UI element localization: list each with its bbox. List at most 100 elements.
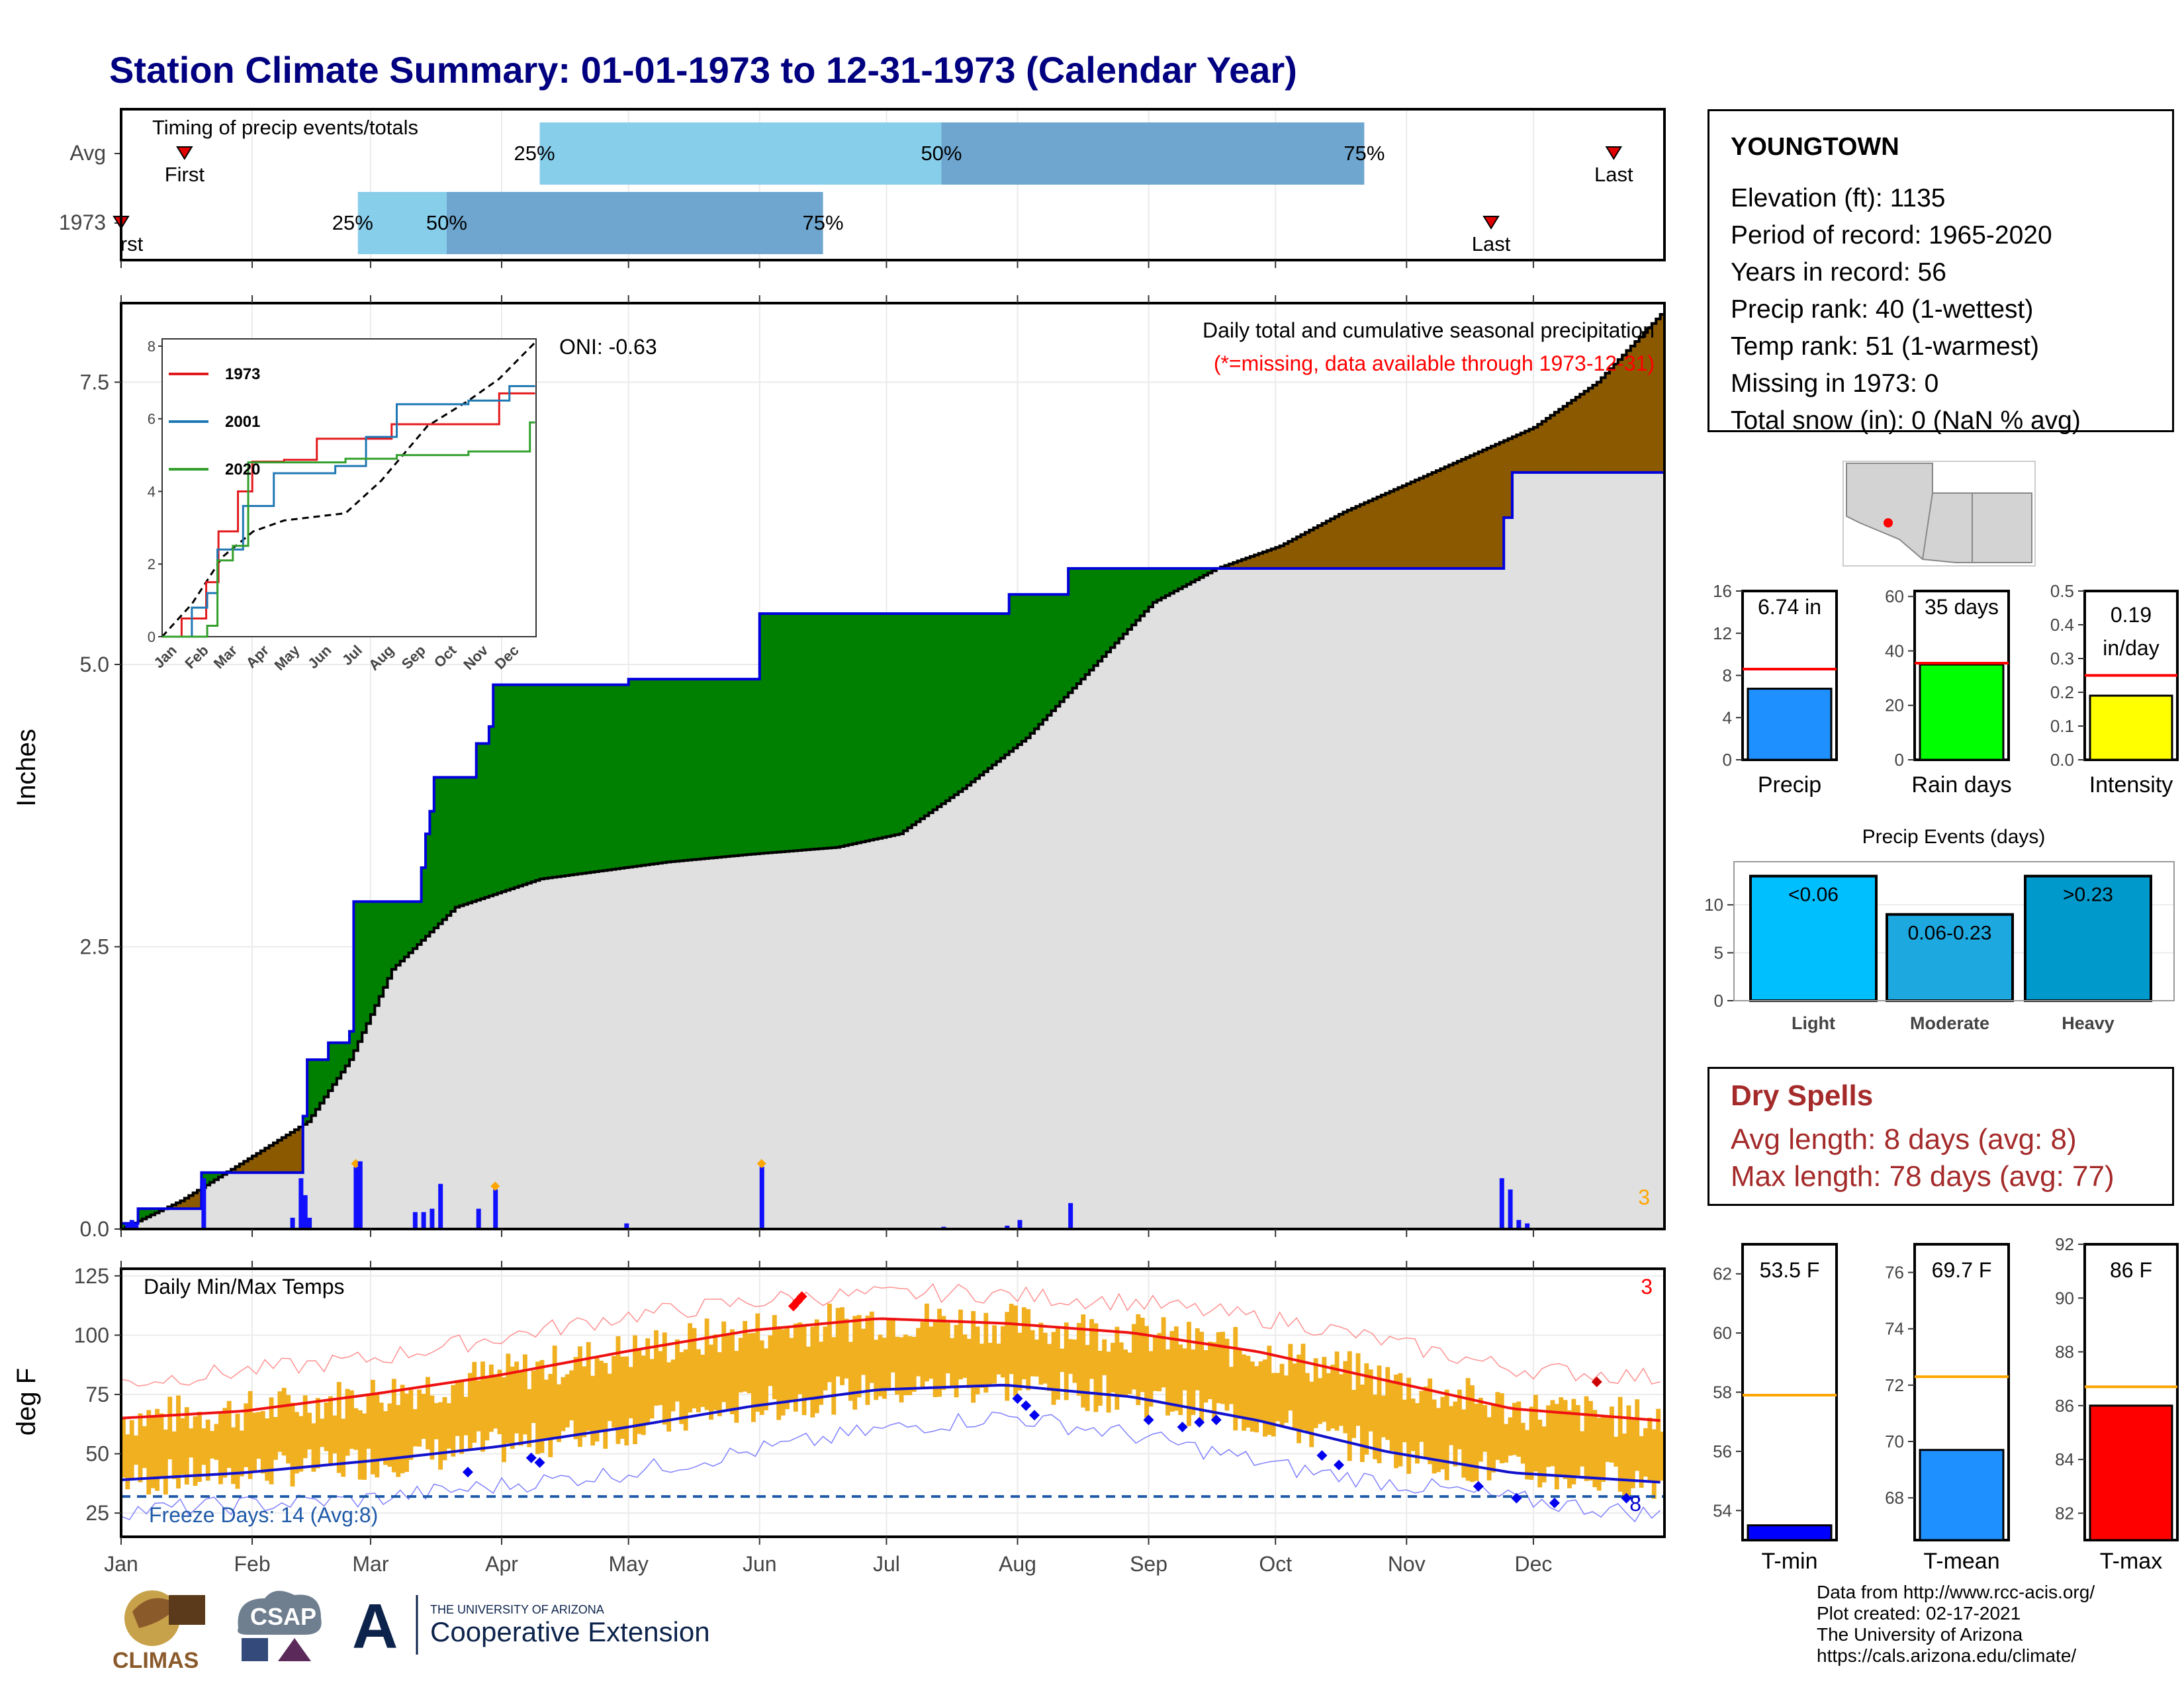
daily-temp-bar (802, 1326, 807, 1416)
daily-temp-bar (379, 1402, 384, 1460)
above-average-fill (358, 901, 363, 1042)
above-average-fill (1001, 614, 1005, 758)
below-average-fill (1280, 546, 1285, 569)
daily-temp-bar (1385, 1367, 1390, 1440)
above-average-fill (946, 614, 950, 801)
daily-temp-bar (916, 1328, 921, 1377)
below-average-fill (1461, 459, 1466, 569)
precip-y-axis-label: Inches (12, 729, 41, 807)
inset-legend-label: 2020 (225, 461, 260, 479)
daily-temp-bar (933, 1322, 938, 1397)
daily-temp-bar (400, 1385, 405, 1473)
precip-events-y-tick-label: 5 (1714, 943, 1723, 963)
daily-temp-bar (1487, 1417, 1492, 1480)
daily-temp-bar (210, 1431, 214, 1459)
above-average-fill (574, 685, 578, 875)
above-average-fill (1009, 594, 1014, 751)
above-average-fill (633, 679, 637, 866)
daily-temp-bar (1436, 1408, 1441, 1472)
month-label: May (608, 1552, 648, 1576)
daily-temp-bar (180, 1418, 185, 1475)
below-average-fill (1432, 473, 1437, 569)
daily-temp-bar (1259, 1361, 1263, 1421)
daily-temp-bar (785, 1328, 790, 1410)
daily-temp-bar (1432, 1400, 1437, 1474)
daily-temp-bar (1107, 1351, 1111, 1412)
station-temp-rank: Temp rank: 51 (1-warmest) (1731, 332, 2039, 361)
daily-temp-bar (1149, 1351, 1154, 1406)
below-average-fill (1571, 400, 1576, 473)
daily-precip-bar (760, 1167, 764, 1229)
mini-bar-y-tick-label: 0.4 (2050, 615, 2074, 635)
temp-y-tick-label: 50 (85, 1442, 109, 1466)
below-average-fill (277, 1140, 282, 1173)
below-average-fill (1533, 428, 1538, 473)
daily-temp-bar (316, 1398, 320, 1468)
daily-temp-bar (548, 1374, 553, 1457)
station-location-marker (1884, 518, 1893, 527)
temp-count-label: 3 (1641, 1275, 1653, 1299)
above-average-fill (1128, 569, 1132, 629)
above-average-fill (684, 679, 688, 860)
above-average-fill (1169, 569, 1174, 594)
daily-temp-bar (971, 1311, 976, 1402)
below-average-fill (1377, 497, 1382, 569)
daily-temp-bar (810, 1326, 815, 1417)
mini-bar-y-tick-label: 16 (1713, 581, 1732, 601)
below-average-fill (1546, 418, 1551, 473)
daily-temp-bar (1537, 1420, 1542, 1487)
station-period: Period of record: 1965-2020 (1731, 221, 2052, 250)
mini-bar-value: 35 days (1925, 595, 1999, 619)
below-average-fill (1390, 491, 1394, 569)
below-average-fill (1394, 490, 1398, 569)
below-average-fill (1479, 452, 1483, 569)
above-average-fill (1017, 594, 1022, 745)
daily-precip-bar (1516, 1220, 1521, 1229)
above-average-fill (637, 679, 641, 866)
daily-temp-bar (1576, 1405, 1580, 1475)
dry-spells-box: Dry Spells Avg length: 8 days (avg: 8) M… (1707, 1067, 2174, 1206)
daily-temp-bar (519, 1371, 523, 1445)
above-average-fill (755, 679, 760, 854)
below-average-fill (1271, 549, 1276, 569)
above-average-fill (1102, 569, 1107, 657)
daily-precip-bar (430, 1209, 434, 1229)
above-average-fill (654, 679, 659, 864)
above-average-fill (527, 685, 531, 884)
daily-temp-bar (1335, 1351, 1340, 1431)
above-average-fill (367, 901, 371, 1023)
daily-temp-bar (1280, 1364, 1285, 1426)
station-info-box: YOUNGTOWN Elevation (ft): 1135 Period of… (1707, 109, 2174, 432)
daily-temp-bar (1571, 1399, 1576, 1485)
daily-temp-bar (1111, 1343, 1115, 1393)
daily-temp-bar (806, 1347, 811, 1400)
daily-temp-bar (903, 1334, 908, 1395)
above-average-fill (1098, 569, 1103, 661)
daily-precip-bar (130, 1220, 134, 1229)
daily-temp-bar (823, 1326, 828, 1390)
daily-temp-bar (633, 1336, 637, 1444)
precip-events-bin-label: <0.06 (1788, 884, 1839, 906)
daily-temp-bar (852, 1316, 857, 1409)
above-average-fill (658, 679, 662, 863)
above-average-fill (455, 778, 460, 907)
timing-p25-label: 25% (514, 142, 555, 165)
above-average-fill (510, 685, 515, 889)
daily-temp-bar (459, 1380, 464, 1454)
above-average-fill (578, 685, 582, 874)
below-average-fill (1550, 415, 1555, 472)
daily-precip-bar (1508, 1189, 1513, 1229)
temp-bar-y-tick-label: 82 (2055, 1503, 2074, 1523)
above-average-fill (861, 614, 866, 842)
month-label: Mar (352, 1552, 388, 1576)
below-average-fill (1347, 510, 1352, 569)
daily-temp-bar (827, 1304, 832, 1383)
daily-temp-bar (1369, 1369, 1373, 1432)
daily-temp-bar (282, 1388, 287, 1455)
below-average-fill (1402, 486, 1407, 569)
temp-bar-label: T-mean (1923, 1549, 1999, 1574)
above-average-fill (882, 614, 887, 837)
above-average-fill (831, 614, 836, 848)
dry-spells-title: Dry Spells (1731, 1079, 1873, 1113)
daily-temp-bar (637, 1348, 641, 1434)
